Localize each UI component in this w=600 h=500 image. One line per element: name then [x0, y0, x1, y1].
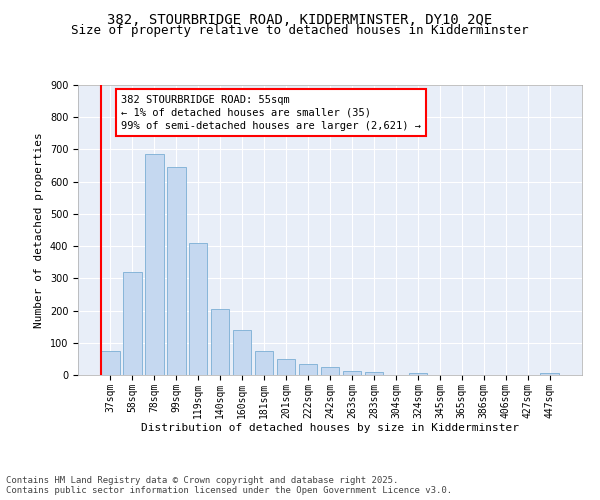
Bar	[101, 351, 119, 375]
Bar	[233, 330, 251, 375]
Bar	[167, 167, 185, 375]
X-axis label: Distribution of detached houses by size in Kidderminster: Distribution of detached houses by size …	[141, 424, 519, 434]
Bar	[365, 372, 383, 375]
Text: 382 STOURBRIDGE ROAD: 55sqm
← 1% of detached houses are smaller (35)
99% of semi: 382 STOURBRIDGE ROAD: 55sqm ← 1% of deta…	[121, 94, 421, 131]
Text: Size of property relative to detached houses in Kidderminster: Size of property relative to detached ho…	[71, 24, 529, 37]
Bar	[211, 309, 229, 375]
Text: 382, STOURBRIDGE ROAD, KIDDERMINSTER, DY10 2QE: 382, STOURBRIDGE ROAD, KIDDERMINSTER, DY…	[107, 12, 493, 26]
Y-axis label: Number of detached properties: Number of detached properties	[34, 132, 44, 328]
Bar	[343, 371, 361, 375]
Bar	[123, 272, 142, 375]
Bar	[255, 351, 274, 375]
Bar	[541, 374, 559, 375]
Bar	[320, 367, 340, 375]
Bar	[145, 154, 164, 375]
Text: Contains HM Land Registry data © Crown copyright and database right 2025.
Contai: Contains HM Land Registry data © Crown c…	[6, 476, 452, 495]
Bar	[299, 364, 317, 375]
Bar	[277, 359, 295, 375]
Bar	[409, 374, 427, 375]
Bar	[189, 243, 208, 375]
